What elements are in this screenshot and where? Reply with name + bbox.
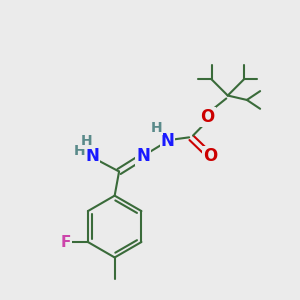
Text: H: H [150, 121, 162, 135]
Text: N: N [85, 147, 99, 165]
Text: H: H [81, 134, 92, 148]
Text: O: O [201, 108, 215, 126]
Text: H: H [74, 144, 85, 158]
Text: F: F [61, 235, 71, 250]
Text: N: N [136, 147, 150, 165]
Text: O: O [202, 147, 217, 165]
Text: N: N [160, 132, 174, 150]
